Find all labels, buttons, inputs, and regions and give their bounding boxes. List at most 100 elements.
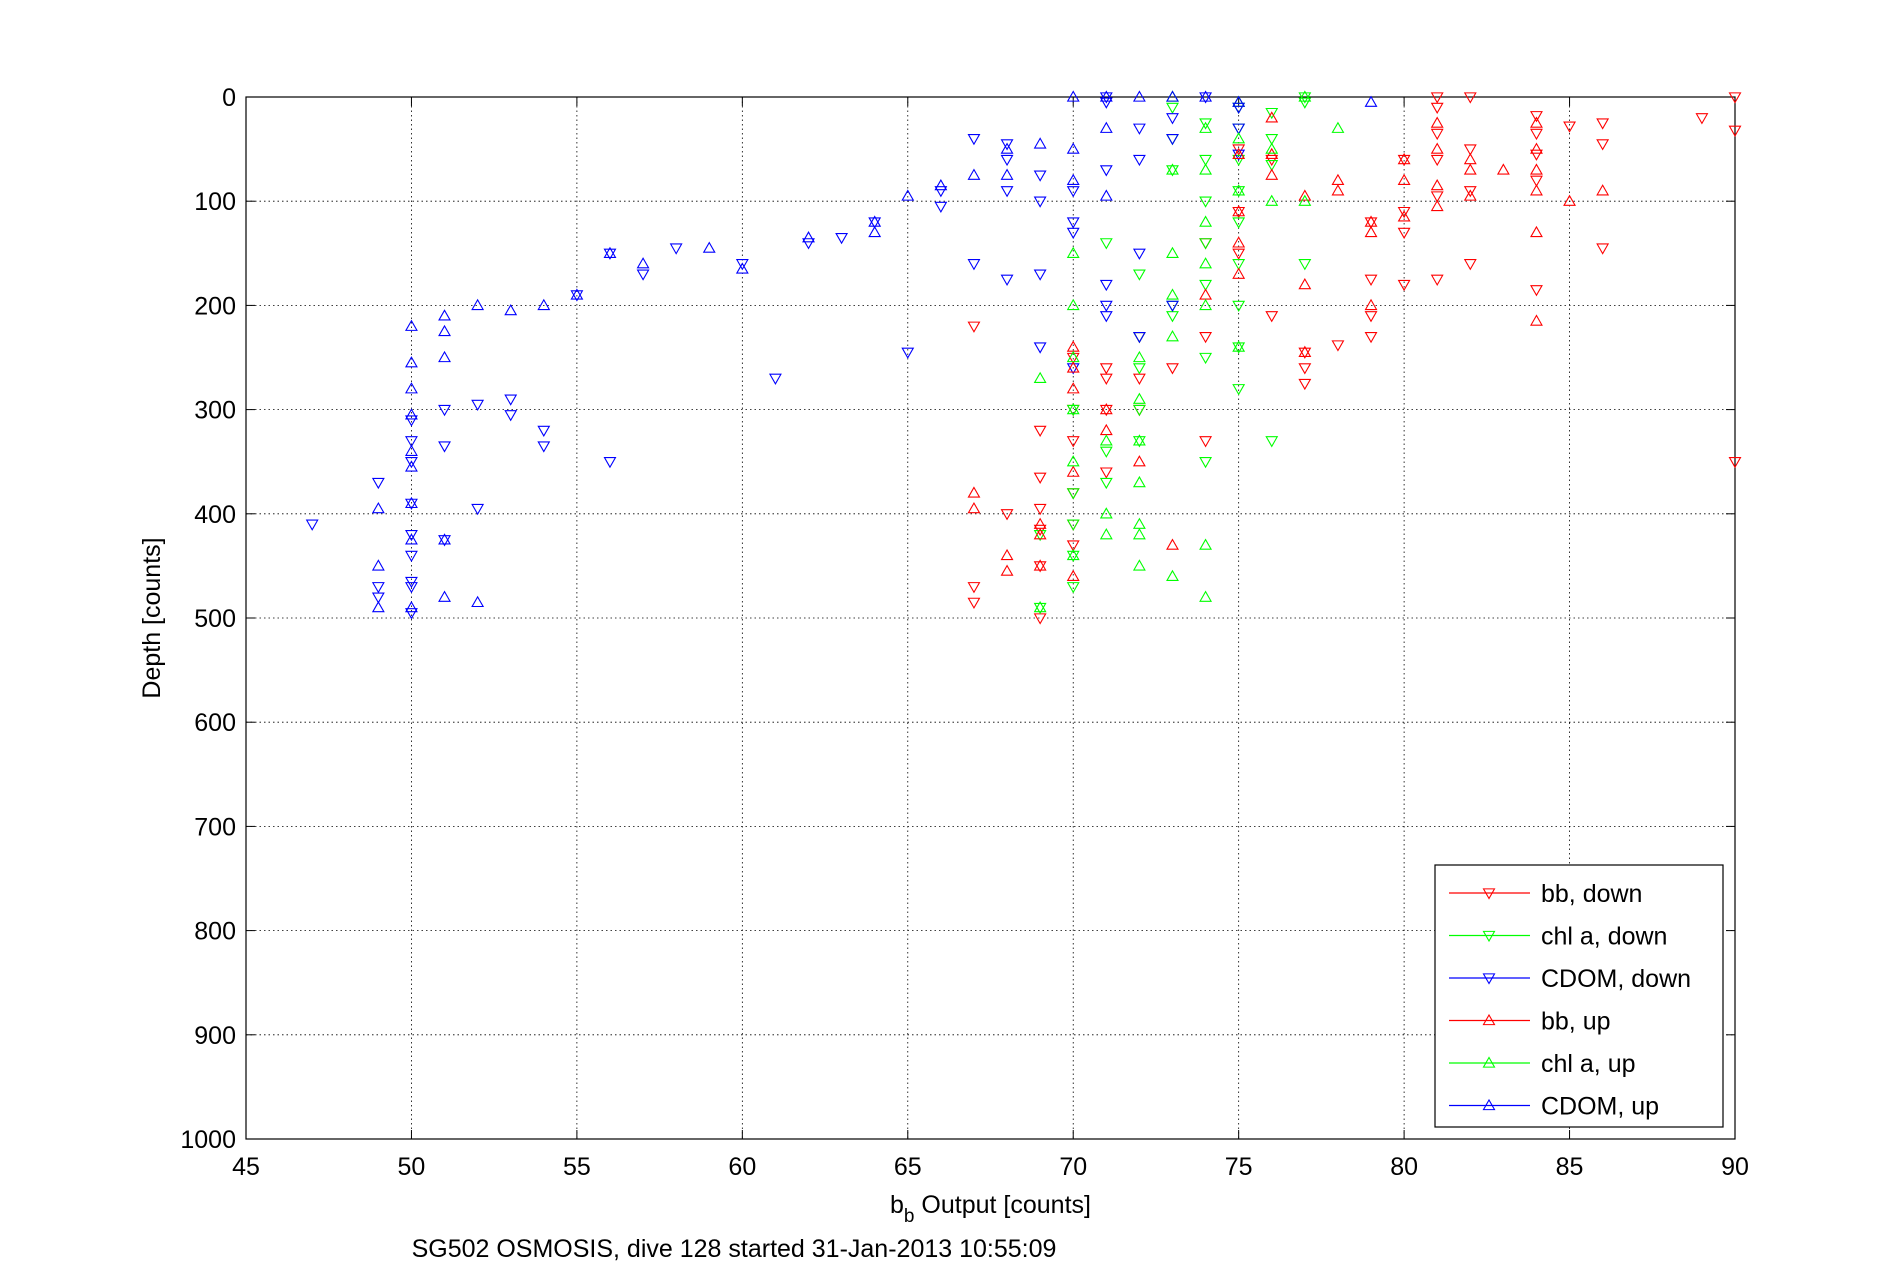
data-point bbox=[636, 257, 650, 269]
data-point bbox=[1298, 194, 1312, 206]
data-point bbox=[1430, 154, 1444, 167]
data-point bbox=[1066, 90, 1080, 102]
data-point bbox=[1199, 257, 1213, 269]
data-point bbox=[1099, 507, 1113, 519]
data-point bbox=[1530, 149, 1543, 161]
data-point bbox=[1430, 274, 1444, 286]
x-tick-label: 50 bbox=[398, 1153, 426, 1181]
data-point bbox=[1000, 168, 1014, 180]
data-point bbox=[1033, 137, 1047, 149]
data-point bbox=[1331, 121, 1345, 133]
legend-label: bb, up bbox=[1541, 1008, 1611, 1036]
data-point bbox=[1199, 279, 1213, 292]
data-point bbox=[1298, 378, 1312, 391]
data-point bbox=[404, 529, 418, 542]
data-point bbox=[1728, 457, 1742, 469]
data-point bbox=[438, 590, 451, 602]
data-point bbox=[1298, 363, 1312, 375]
data-point bbox=[735, 262, 749, 274]
data-point bbox=[1166, 163, 1179, 175]
data-point bbox=[438, 533, 451, 545]
data-point bbox=[438, 350, 451, 363]
data-point bbox=[1132, 154, 1146, 167]
data-point bbox=[404, 319, 418, 331]
data-point bbox=[1563, 194, 1577, 206]
y-tick-label: 1000 bbox=[180, 1126, 236, 1154]
data-point bbox=[1166, 538, 1179, 550]
data-point bbox=[1099, 121, 1113, 133]
data-point bbox=[1066, 465, 1080, 477]
legend: bb, down chl a, down CDOM, down bb, up chl a… bbox=[1434, 864, 1724, 1128]
data-point bbox=[537, 425, 551, 438]
x-tick-label: 60 bbox=[728, 1153, 756, 1181]
data-point bbox=[1033, 371, 1047, 384]
data-point bbox=[404, 457, 418, 469]
data-point bbox=[1099, 446, 1113, 458]
data-point bbox=[1000, 548, 1014, 561]
data-point bbox=[570, 288, 584, 300]
data-point bbox=[1166, 288, 1179, 300]
series-2 bbox=[305, 92, 1246, 620]
data-marks bbox=[305, 90, 1742, 625]
legend-label: CDOM, down bbox=[1541, 965, 1691, 993]
data-point bbox=[1132, 123, 1146, 135]
data-point bbox=[967, 582, 981, 594]
series-4 bbox=[1033, 90, 1345, 613]
data-point bbox=[1066, 548, 1080, 561]
data-point bbox=[1132, 455, 1146, 467]
data-point bbox=[537, 441, 551, 453]
data-point bbox=[438, 441, 451, 453]
data-point bbox=[1364, 331, 1378, 344]
data-point bbox=[1132, 248, 1146, 260]
data-point bbox=[1331, 340, 1345, 352]
data-point bbox=[1132, 434, 1146, 446]
data-point bbox=[1033, 472, 1047, 484]
data-point bbox=[768, 373, 782, 385]
data-point bbox=[1066, 404, 1080, 417]
chart-caption: SG502 OSMOSIS, dive 128 started 31-Jan-2… bbox=[412, 1235, 1057, 1262]
data-point bbox=[1199, 163, 1213, 175]
legend-marker bbox=[1482, 1013, 1496, 1026]
data-point bbox=[404, 600, 418, 613]
data-point bbox=[1265, 134, 1279, 146]
data-point bbox=[1331, 184, 1345, 196]
data-point bbox=[1033, 559, 1047, 571]
data-point bbox=[1430, 178, 1444, 191]
x-tick-label: 70 bbox=[1059, 1153, 1087, 1181]
legend-marker bbox=[1482, 888, 1496, 900]
data-point bbox=[1099, 165, 1113, 177]
data-point bbox=[1530, 285, 1543, 297]
data-point bbox=[1166, 330, 1179, 342]
data-point bbox=[438, 309, 451, 321]
data-point bbox=[404, 356, 418, 368]
data-point bbox=[1530, 314, 1543, 326]
data-point bbox=[1199, 298, 1213, 311]
data-point bbox=[1066, 217, 1080, 229]
data-point bbox=[1033, 503, 1047, 516]
data-point bbox=[1099, 363, 1113, 375]
data-point bbox=[1166, 102, 1179, 115]
data-point bbox=[603, 457, 617, 469]
data-point bbox=[1166, 363, 1179, 375]
x-axis-label: bb Output [counts] bbox=[890, 1191, 1091, 1227]
data-point bbox=[1099, 279, 1113, 292]
data-point bbox=[1099, 402, 1113, 415]
y-tick-label: 0 bbox=[222, 84, 236, 112]
data-point bbox=[1232, 342, 1246, 354]
data-point bbox=[1430, 142, 1444, 154]
data-point bbox=[504, 410, 518, 422]
data-point bbox=[1430, 191, 1444, 203]
data-point bbox=[1397, 206, 1411, 219]
data-point bbox=[1066, 363, 1080, 375]
data-point bbox=[1033, 528, 1047, 540]
data-point bbox=[934, 178, 948, 191]
data-point bbox=[1066, 352, 1080, 365]
data-point bbox=[1265, 142, 1279, 154]
data-point bbox=[1033, 170, 1047, 182]
data-point bbox=[1066, 361, 1080, 373]
data-point bbox=[1066, 186, 1080, 198]
data-point bbox=[371, 559, 385, 571]
data-point bbox=[967, 168, 981, 180]
data-point bbox=[1199, 121, 1213, 133]
